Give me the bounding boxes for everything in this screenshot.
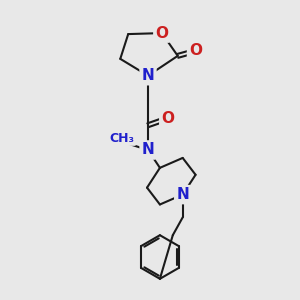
Text: CH₃: CH₃ (110, 132, 135, 145)
Text: N: N (142, 68, 154, 83)
Text: O: O (189, 44, 202, 59)
Text: N: N (142, 142, 154, 158)
Text: N: N (176, 187, 189, 202)
Text: O: O (161, 111, 174, 126)
Text: O: O (155, 26, 168, 40)
